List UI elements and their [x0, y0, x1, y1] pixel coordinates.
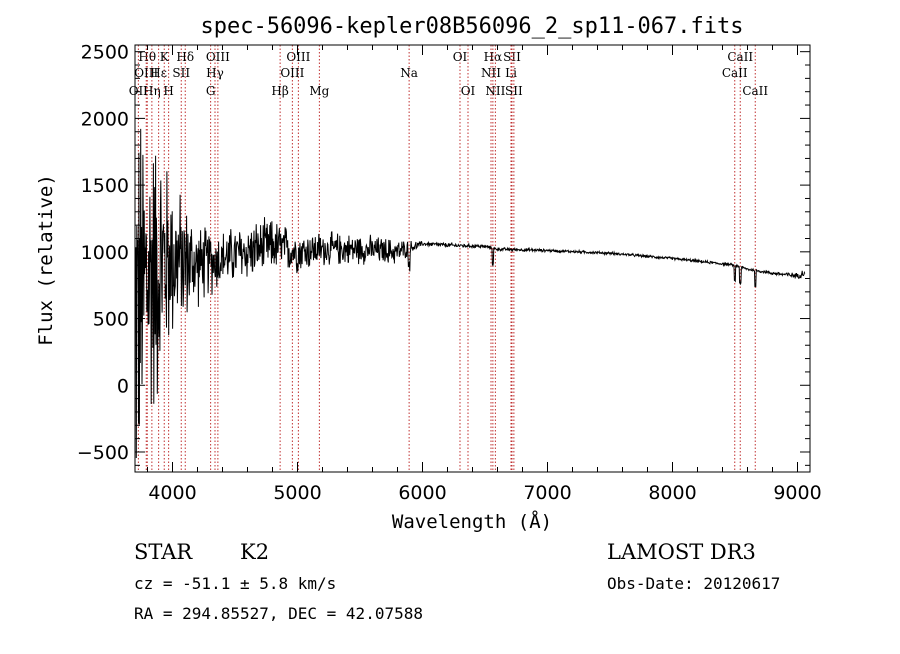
spectral-line-label: Hγ — [206, 66, 224, 80]
x-tick-label: 8000 — [648, 482, 696, 504]
spectral-line-label: OI — [461, 84, 476, 98]
x-tick-label: 5000 — [273, 482, 321, 504]
x-axis-label: Wavelength (Å) — [392, 510, 552, 533]
spectral-line-label: CaII — [722, 66, 748, 80]
spectral-line-label: Mg — [309, 84, 329, 98]
spectral-line-label: NII — [481, 66, 501, 80]
object-subclass: K2 — [240, 540, 269, 564]
y-tick-label: 2500 — [81, 42, 129, 64]
spectral-line-label: SII — [172, 66, 190, 80]
y-tick-label: 0 — [117, 375, 129, 397]
spectral-line-label: Hβ — [271, 84, 288, 98]
spectral-line-label: H — [163, 84, 173, 98]
x-tick-label: 6000 — [398, 482, 446, 504]
y-tick-label: −500 — [77, 442, 129, 464]
spectral-line-label: OIII — [286, 50, 310, 64]
spectral-line-label: CaII — [742, 84, 768, 98]
axes-layer: 4000 5000 6000 7000 8000 9000 −500 0 500 1000 1500… — [77, 42, 822, 504]
y-tick-label: 2000 — [81, 108, 129, 130]
spectral-line-label: CaII — [727, 50, 753, 64]
spectral-line-label: OIII — [280, 66, 304, 80]
spectral-line-label: OI — [453, 50, 468, 64]
spectral-line-label: SII — [503, 50, 521, 64]
spectrum-layer — [134, 128, 806, 459]
survey-name: LAMOST DR3 — [607, 540, 756, 564]
spectral-line-label: Li — [505, 66, 517, 80]
y-axis-label: Flux (relative) — [35, 174, 57, 346]
spectral-line-label: Hε — [150, 66, 167, 80]
chart-title: spec-56096-kepler08B56096_2_sp11-067.fit… — [200, 14, 743, 39]
coordinates: RA = 294.85527, DEC = 42.07588 — [134, 604, 423, 623]
redshift-velocity: cz = -51.1 ± 5.8 km/s — [134, 574, 336, 593]
object-class: STAR — [134, 540, 193, 564]
spectral-line-label: OIII — [206, 50, 230, 64]
spectral-line-label: Na — [400, 66, 418, 80]
spectral-line-label: OII — [129, 84, 149, 98]
spectral-line-label: OIII — [134, 66, 158, 80]
spectral-line-label: Hα — [484, 50, 503, 64]
x-tick-label: 7000 — [523, 482, 571, 504]
x-tick-label: 4000 — [148, 482, 196, 504]
spectral-line-label: NII — [485, 84, 505, 98]
spectral-line-label: G — [206, 84, 216, 98]
y-tick-label: 1500 — [81, 175, 129, 197]
spectral-line-label: SII — [505, 84, 523, 98]
spectral-line-label: Hη — [143, 84, 161, 98]
observation-date: Obs-Date: 20120617 — [607, 574, 780, 593]
x-tick-label: 9000 — [773, 482, 821, 504]
spectrum-curve — [134, 128, 806, 459]
spectral-line-label: Hδ — [176, 50, 194, 64]
spectral-line-label: K — [160, 50, 170, 64]
y-tick-label: 1000 — [81, 242, 129, 264]
y-tick-label: 500 — [93, 309, 129, 331]
